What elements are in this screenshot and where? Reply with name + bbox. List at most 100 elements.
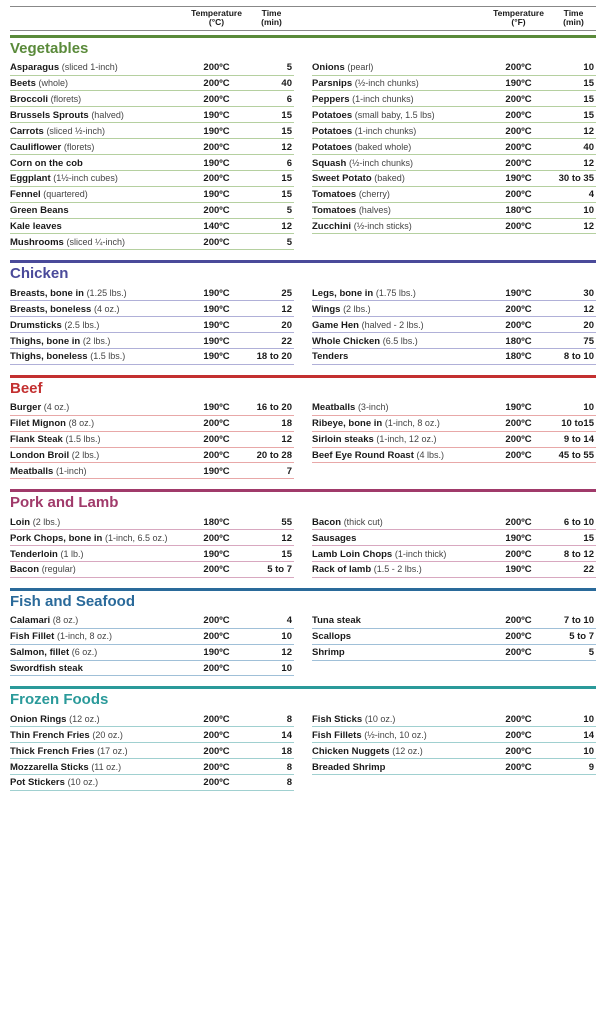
item-name: Kale leaves xyxy=(10,221,184,232)
section-title: Vegetables xyxy=(10,39,596,60)
item-time: 15 xyxy=(551,78,596,89)
item-temp: 200ºC xyxy=(184,777,249,788)
data-row: Meatballs (3-inch)190ºC10 xyxy=(312,400,596,416)
item-name: Rack of lamb (1.5 - 2 lbs.) xyxy=(312,564,486,575)
item-name: Tomatoes (halves) xyxy=(312,205,486,216)
item-time: 5 xyxy=(249,237,294,248)
item-temp: 140ºC xyxy=(184,221,249,232)
item-time: 22 xyxy=(249,336,294,347)
item-name: Meatballs (1-inch) xyxy=(10,466,184,477)
item-name: Swordfish steak xyxy=(10,663,184,674)
item-name: Tuna steak xyxy=(312,615,486,626)
item-temp: 200ºC xyxy=(486,647,551,658)
item-time: 15 xyxy=(249,110,294,121)
item-name: Flank Steak (1.5 lbs.) xyxy=(10,434,184,445)
item-name: Green Beans xyxy=(10,205,184,216)
item-time: 10 xyxy=(551,746,596,757)
item-name: Scallops xyxy=(312,631,486,642)
item-time: 12 xyxy=(551,126,596,137)
item-time: 7 xyxy=(249,466,294,477)
item-time: 10 to15 xyxy=(551,418,596,429)
data-row: London Broil (2 lbs.)200ºC20 to 28 xyxy=(10,448,294,464)
item-name: Brussels Sprouts (halved) xyxy=(10,110,184,121)
section-bar xyxy=(10,489,596,492)
item-name: Breasts, bone in (1.25 lbs.) xyxy=(10,288,184,299)
data-row: Breaded Shrimp200ºC9 xyxy=(312,759,596,775)
data-row: Breasts, boneless (4 oz.)190ºC12 xyxy=(10,301,294,317)
data-row: Sweet Potato (baked)190ºC30 to 35 xyxy=(312,171,596,187)
data-row: Legs, bone in (1.75 lbs.)190ºC30 xyxy=(312,285,596,301)
item-temp: 200ºC xyxy=(486,517,551,528)
item-time: 75 xyxy=(551,336,596,347)
section-title: Fish and Seafood xyxy=(10,592,596,613)
data-row: Beef Eye Round Roast (4 lbs.)200ºC45 to … xyxy=(312,448,596,464)
data-row: Zucchini (½-inch sticks)200ºC12 xyxy=(312,219,596,235)
section-title: Frozen Foods xyxy=(10,690,596,711)
item-name: Chicken Nuggets (12 oz.) xyxy=(312,746,486,757)
data-row: Wings (2 lbs.)200ºC12 xyxy=(312,301,596,317)
header-temp-right: Temperature(°F) xyxy=(486,9,551,28)
data-row: Bacon (thick cut)200ºC6 to 10 xyxy=(312,514,596,530)
item-time: 6 xyxy=(249,94,294,105)
item-temp: 200ºC xyxy=(184,663,249,674)
item-temp: 190ºC xyxy=(184,110,249,121)
left-column: Burger (4 oz.)190ºC16 to 20 Filet Mignon … xyxy=(10,400,294,479)
left-column: Asparagus (sliced 1-inch)200ºC5Beets (wh… xyxy=(10,60,294,251)
item-time: 8 to 10 xyxy=(551,351,596,362)
data-row: Shrimp200ºC5 xyxy=(312,645,596,661)
section-title: Beef xyxy=(10,379,596,400)
item-temp: 200ºC xyxy=(486,746,551,757)
item-name: Sweet Potato (baked) xyxy=(312,173,486,184)
data-row: Burger (4 oz.)190ºC16 to 20 xyxy=(10,400,294,416)
item-name: Pot Stickers (10 oz.) xyxy=(10,777,184,788)
item-name: Salmon, fillet (6 oz.) xyxy=(10,647,184,658)
item-time: 12 xyxy=(249,434,294,445)
header-time-left: Time(min) xyxy=(249,9,294,28)
item-name: Cauliflower (florets) xyxy=(10,142,184,153)
item-time: 12 xyxy=(249,304,294,315)
data-row: Potatoes (1-inch chunks)200ºC12 xyxy=(312,123,596,139)
item-time: 22 xyxy=(551,564,596,575)
item-name: Asparagus (sliced 1-inch) xyxy=(10,62,184,73)
item-name: London Broil (2 lbs.) xyxy=(10,450,184,461)
item-temp: 200ºC xyxy=(486,304,551,315)
item-name: Fennel (quartered) xyxy=(10,189,184,200)
item-name: Breaded Shrimp xyxy=(312,762,486,773)
item-name: Filet Mignon (8 oz.) xyxy=(10,418,184,429)
item-time: 12 xyxy=(249,221,294,232)
item-name: Corn on the cob xyxy=(10,158,184,169)
section: Fish and SeafoodCalamari (8 oz.)200ºC4Fi… xyxy=(10,588,596,677)
item-name: Peppers (1-inch chunks) xyxy=(312,94,486,105)
item-temp: 200ºC xyxy=(486,158,551,169)
item-temp: 200ºC xyxy=(184,142,249,153)
item-name: Mushrooms (sliced ¼-inch) xyxy=(10,237,184,248)
item-name: Onions (pearl) xyxy=(312,62,486,73)
item-temp: 190ºC xyxy=(184,320,249,331)
item-temp: 200ºC xyxy=(486,714,551,725)
item-temp: 180ºC xyxy=(486,336,551,347)
item-temp: 200ºC xyxy=(184,450,249,461)
item-temp: 190ºC xyxy=(486,288,551,299)
item-temp: 190ºC xyxy=(184,288,249,299)
item-temp: 200ºC xyxy=(486,450,551,461)
data-row: Pot Stickers (10 oz.)200ºC8 xyxy=(10,775,294,791)
data-row: Salmon, fillet (6 oz.)190ºC12 xyxy=(10,645,294,661)
item-time: 6 xyxy=(249,158,294,169)
data-row: Onion Rings (12 oz.)200ºC8 xyxy=(10,711,294,727)
item-name: Tenders xyxy=(312,351,486,362)
data-row: Bacon (regular)200ºC5 to 7 xyxy=(10,562,294,578)
data-row: Fish Fillets (½-inch, 10 oz.)200ºC14 xyxy=(312,727,596,743)
left-column: Calamari (8 oz.)200ºC4Fish Fillet (1-inc… xyxy=(10,613,294,677)
data-row: Corn on the cob190ºC6 xyxy=(10,155,294,171)
item-temp: 200ºC xyxy=(184,62,249,73)
item-time: 15 xyxy=(249,549,294,560)
item-time: 12 xyxy=(551,304,596,315)
item-temp: 200ºC xyxy=(486,126,551,137)
item-time: 5 xyxy=(249,62,294,73)
item-time: 18 xyxy=(249,418,294,429)
data-row: Potatoes (baked whole)200ºC40 xyxy=(312,139,596,155)
data-row: Loin (2 lbs.)180ºC55 xyxy=(10,514,294,530)
item-time: 10 xyxy=(551,205,596,216)
item-temp: 200ºC xyxy=(184,631,249,642)
item-time: 10 xyxy=(551,714,596,725)
